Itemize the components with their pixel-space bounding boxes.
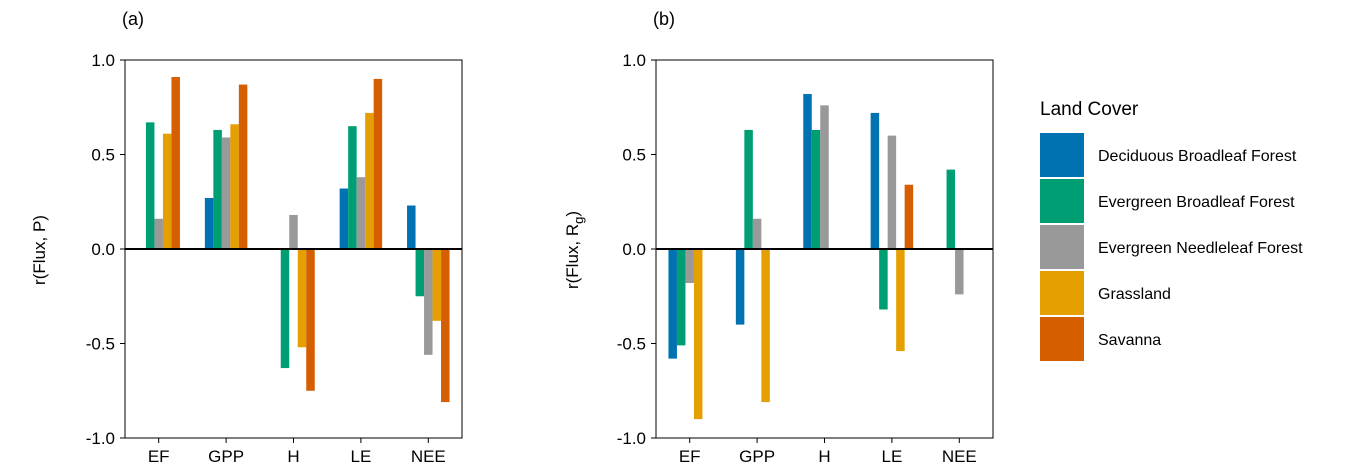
bar	[761, 249, 770, 403]
bar	[879, 249, 888, 310]
y-tick-label: 0.0	[91, 240, 115, 259]
legend-label: Evergreen Needleleaf Forest	[1098, 240, 1303, 257]
bar	[744, 129, 753, 249]
bar	[896, 249, 905, 352]
bar	[238, 84, 248, 249]
panel-a-x-ticks: EF GPP H LE NEE	[148, 438, 446, 466]
panel-b-x-ticks: EF GPP H LE NEE	[679, 438, 977, 466]
panel-a-label: (a)	[122, 9, 144, 29]
bar	[811, 129, 821, 249]
x-tick-label: EF	[679, 447, 701, 466]
panel-b-label: (b)	[653, 9, 675, 29]
legend-label: Savanna	[1098, 332, 1161, 349]
y-tick-label: 0.5	[622, 146, 646, 165]
bar	[424, 249, 433, 355]
bar	[213, 129, 222, 249]
bar	[668, 249, 677, 359]
bar	[955, 249, 964, 295]
bar	[752, 218, 762, 249]
bar	[289, 214, 298, 249]
bar	[904, 184, 914, 249]
bar	[280, 249, 290, 369]
x-tick-label: GPP	[739, 447, 775, 466]
bar	[820, 105, 829, 249]
panel-b-bars	[668, 94, 964, 420]
bar	[154, 218, 163, 249]
y-tick-label: 0.5	[91, 146, 115, 165]
bar	[356, 177, 366, 249]
bar	[870, 112, 880, 249]
bar	[415, 249, 425, 297]
bar	[230, 124, 239, 249]
bar	[735, 249, 745, 325]
panel-b-y-axis-title-sub: g	[571, 217, 586, 224]
bar	[373, 78, 383, 250]
bar	[432, 249, 442, 321]
x-tick-label: H	[287, 447, 299, 466]
x-tick-label: LE	[882, 447, 903, 466]
panel-a: (a) r(Flux, P) -1.0 -0.5 0.0 0.5 1.0 EF GPP H L…	[30, 9, 463, 466]
bar	[297, 249, 307, 348]
bar	[339, 188, 349, 249]
bar	[145, 122, 155, 249]
legend-swatch	[1040, 271, 1084, 315]
panel-a-bars	[145, 77, 450, 403]
x-tick-label: H	[818, 447, 830, 466]
legend-swatch	[1040, 225, 1084, 269]
legend-swatch	[1040, 179, 1084, 223]
legend-label: Deciduous Broadleaf Forest	[1098, 148, 1297, 165]
bar	[221, 137, 231, 249]
x-tick-label: NEE	[411, 447, 446, 466]
x-tick-label: NEE	[942, 447, 977, 466]
y-tick-label: -1.0	[617, 429, 646, 448]
y-tick-label: -1.0	[86, 429, 115, 448]
panel-b-y-ticks: -1.0 -0.5 0.0 0.5 1.0	[617, 51, 656, 448]
bar	[162, 133, 172, 249]
legend-title: Land Cover	[1040, 99, 1139, 120]
bar	[803, 94, 812, 250]
panel-b-y-axis-title-close: )	[563, 211, 582, 217]
panel-a-y-axis-title: r(Flux, P)	[30, 215, 49, 285]
panel-b-y-axis-title: r(Flux, Rg)	[563, 211, 586, 289]
y-tick-label: -0.5	[86, 335, 115, 354]
bar	[441, 249, 450, 403]
y-tick-label: 1.0	[622, 51, 646, 70]
bar	[946, 169, 956, 249]
legend: Land Cover Deciduous Broadleaf Forest Eve…	[1040, 99, 1303, 361]
bar	[348, 126, 357, 249]
bar	[407, 205, 416, 249]
legend-swatch	[1040, 133, 1084, 177]
panel-b: (b) r(Flux, Rg) -1.0 -0.5 0.0 0.5 1.0 EF GPP H…	[563, 9, 994, 466]
legend-label: Evergreen Broadleaf Forest	[1098, 194, 1295, 211]
y-tick-label: 0.0	[622, 240, 646, 259]
x-tick-label: LE	[351, 447, 372, 466]
bar	[887, 135, 897, 249]
legend-label: Grassland	[1098, 286, 1171, 303]
bar	[676, 249, 686, 346]
bar	[365, 112, 374, 249]
bar	[685, 249, 694, 284]
bar	[693, 249, 703, 420]
y-tick-label: 1.0	[91, 51, 115, 70]
x-tick-label: EF	[148, 447, 170, 466]
panel-b-y-axis-title-main: r(Flux, R	[563, 224, 582, 289]
x-tick-label: GPP	[208, 447, 244, 466]
legend-swatch	[1040, 317, 1084, 361]
bar	[306, 249, 315, 391]
bar	[204, 197, 214, 249]
bar	[171, 77, 180, 249]
panel-a-y-ticks: -1.0 -0.5 0.0 0.5 1.0	[86, 51, 125, 448]
y-tick-label: -0.5	[617, 335, 646, 354]
legend-items: Deciduous Broadleaf Forest Evergreen Broa…	[1040, 133, 1303, 361]
